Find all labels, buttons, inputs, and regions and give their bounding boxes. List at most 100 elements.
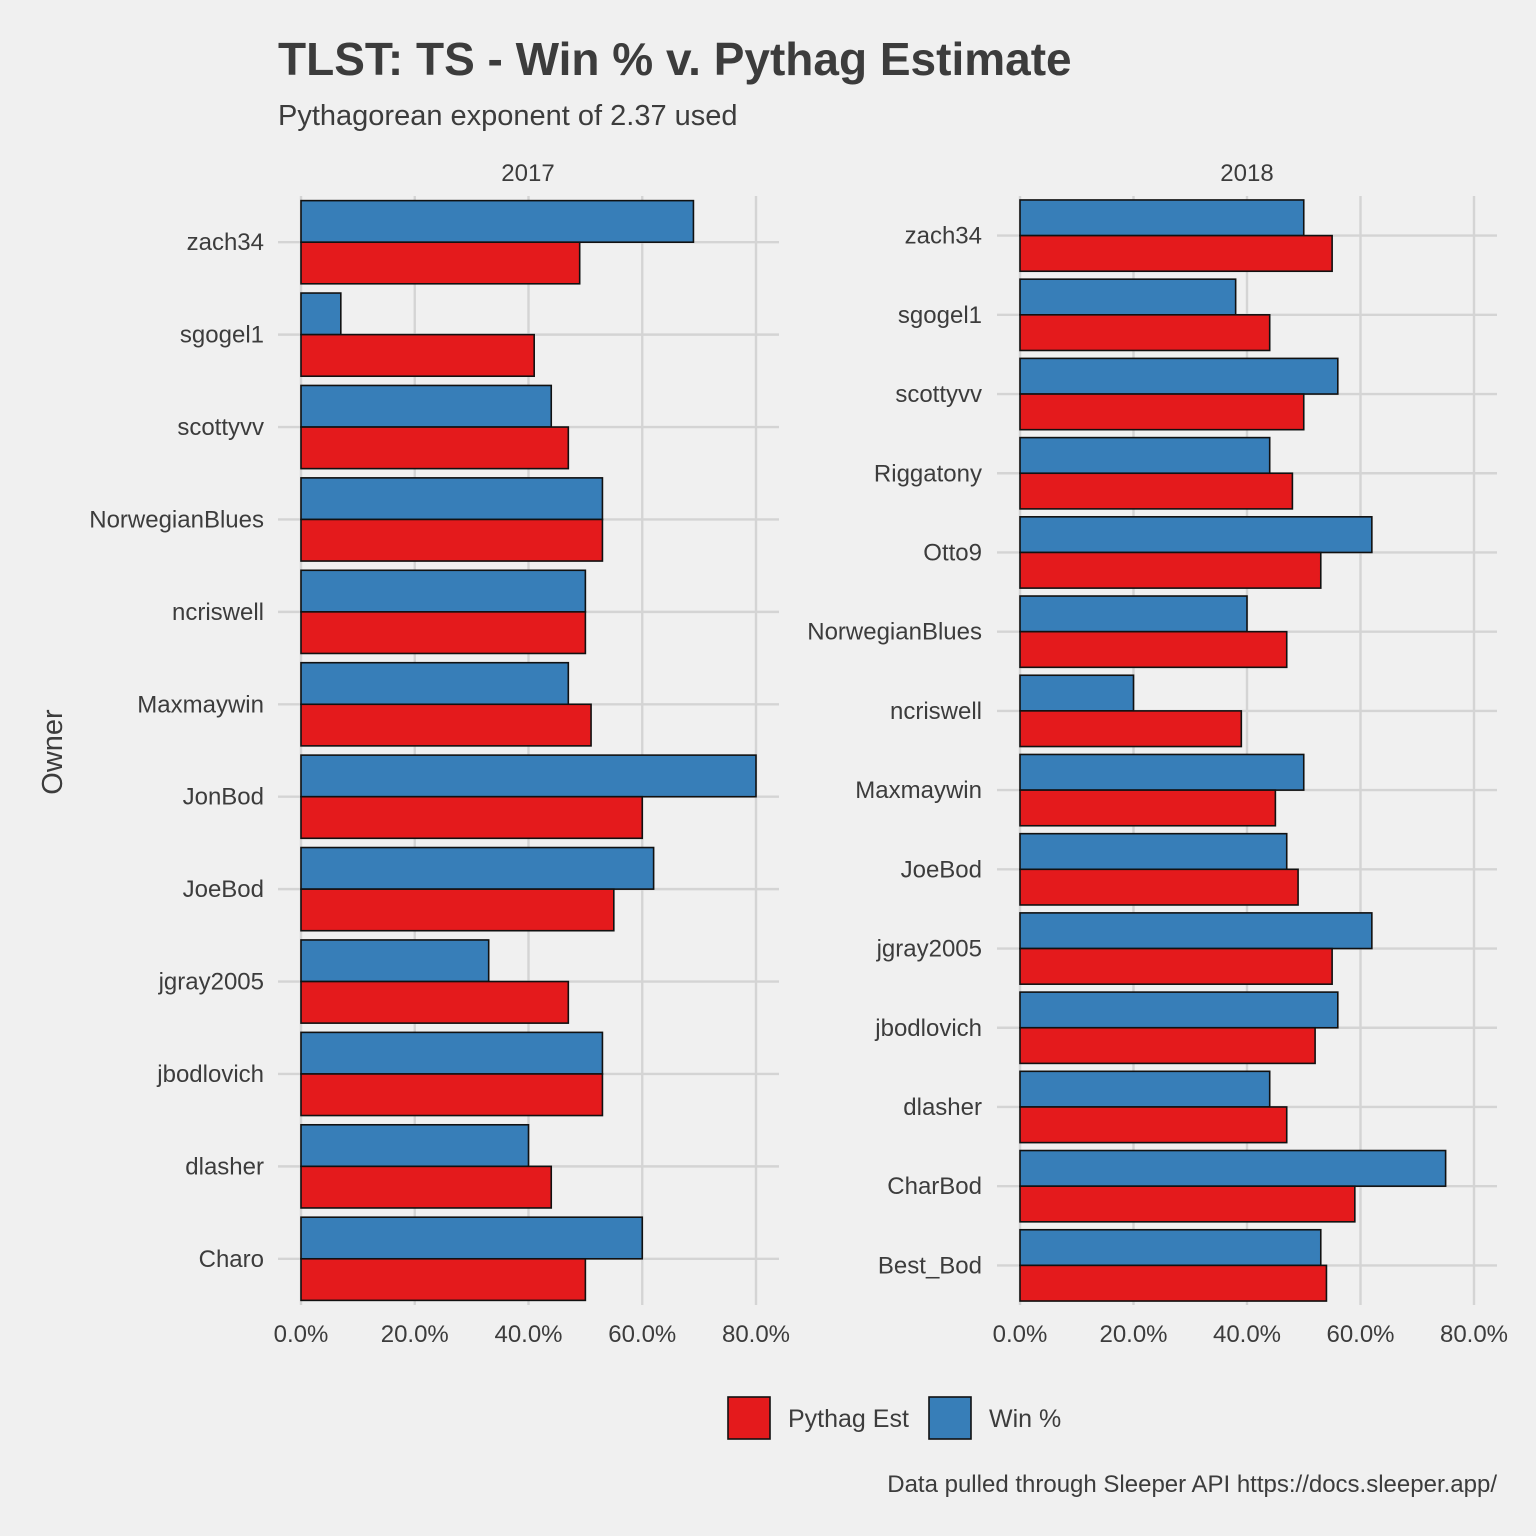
bar-win-pct xyxy=(300,939,490,983)
panel-strip-label: 2018 xyxy=(1220,160,1273,187)
bar-pythag-est xyxy=(1019,472,1294,510)
bar-win-pct xyxy=(1019,1149,1447,1187)
bar-pythag-est xyxy=(300,518,604,562)
x-tick-label: 20.0% xyxy=(381,1321,449,1348)
bar-win-pct xyxy=(1019,991,1339,1029)
panel-strip-label: 2017 xyxy=(501,160,554,187)
bar-pythag-est xyxy=(1019,710,1243,748)
bar-pythag-est xyxy=(1019,234,1333,273)
category-label: Otto9 xyxy=(923,539,982,566)
bar-win-pct xyxy=(300,1123,530,1168)
bar-win-pct xyxy=(1019,436,1271,475)
category-label: JonBod xyxy=(183,784,264,811)
bar-pythag-est xyxy=(300,980,570,1024)
bar-win-pct xyxy=(300,569,587,613)
bar-win-pct xyxy=(300,661,570,706)
bar-pythag-est xyxy=(1019,630,1288,669)
category-label: ncriswell xyxy=(172,599,264,626)
x-tick-label: 60.0% xyxy=(608,1321,676,1348)
bar-win-pct xyxy=(1019,1228,1322,1267)
x-tick-label: 0.0% xyxy=(993,1321,1048,1348)
bar-win-pct xyxy=(1019,1070,1271,1108)
bar-pythag-est xyxy=(300,426,570,470)
bar-pythag-est xyxy=(300,1165,553,1209)
bar-pythag-est xyxy=(1019,393,1305,431)
category-label: dlasher xyxy=(185,1153,264,1180)
bar-win-pct xyxy=(300,384,553,428)
bar-pythag-est xyxy=(300,1073,604,1117)
chart-title: TLST: TS - Win % v. Pythag Estimate xyxy=(278,33,1072,85)
bar-pythag-est xyxy=(1019,1106,1288,1144)
bar-pythag-est xyxy=(1019,1185,1356,1223)
bar-pythag-est xyxy=(1019,868,1299,906)
category-label: sgogel1 xyxy=(180,322,264,349)
bar-win-pct xyxy=(300,292,342,336)
bar-win-pct xyxy=(1019,199,1305,237)
legend-key-pythag-est xyxy=(727,1396,771,1440)
category-label: Riggatony xyxy=(874,460,982,487)
bar-pythag-est xyxy=(300,241,581,285)
legend-label-win-pct: Win % xyxy=(989,1405,1061,1433)
category-label: jbodlovich xyxy=(156,1061,264,1088)
bar-pythag-est xyxy=(1019,1264,1328,1302)
bar-win-pct xyxy=(1019,357,1339,395)
bar-pythag-est xyxy=(1019,947,1333,985)
category-label: CharBod xyxy=(887,1173,982,1200)
category-label: zach34 xyxy=(187,229,264,256)
y-axis-label: Owner xyxy=(37,709,69,795)
bar-win-pct xyxy=(1019,832,1288,871)
bar-pythag-est xyxy=(300,703,592,747)
category-label: JoeBod xyxy=(183,876,264,903)
x-tick-label: 80.0% xyxy=(722,1321,790,1348)
bar-pythag-est xyxy=(1019,314,1271,352)
category-label: dlasher xyxy=(903,1094,982,1121)
category-label: jgray2005 xyxy=(876,936,982,963)
bars xyxy=(300,199,757,1302)
bars xyxy=(1019,199,1447,1302)
legend: Pythag Est Win % xyxy=(727,1396,1061,1440)
bar-pythag-est xyxy=(300,795,644,840)
category-label: NorwegianBlues xyxy=(807,619,982,646)
bar-pythag-est xyxy=(1019,1026,1316,1065)
bar-win-pct xyxy=(1019,278,1237,316)
chart-subtitle: Pythagorean exponent of 2.37 used xyxy=(278,100,738,132)
bar-win-pct xyxy=(300,477,604,521)
x-tick-label: 40.0% xyxy=(1213,1321,1281,1348)
category-label: jbodlovich xyxy=(874,1015,982,1042)
chart-caption: Data pulled through Sleeper API https://… xyxy=(887,1471,1497,1498)
bar-win-pct xyxy=(1019,753,1305,791)
bar-win-pct xyxy=(300,754,757,798)
x-tick-label: 60.0% xyxy=(1326,1321,1394,1348)
legend-key-win-pct xyxy=(928,1396,972,1440)
bar-pythag-est xyxy=(1019,551,1322,589)
category-label: jgray2005 xyxy=(158,969,264,996)
bar-win-pct xyxy=(300,199,695,244)
bar-win-pct xyxy=(300,846,655,890)
bar-pythag-est xyxy=(300,888,615,932)
bar-win-pct xyxy=(1019,516,1373,554)
category-label: scottyvv xyxy=(895,381,982,408)
bar-win-pct xyxy=(1019,595,1248,633)
category-label: Maxmaywin xyxy=(855,777,982,804)
category-label: Best_Bod xyxy=(878,1252,982,1279)
bar-pythag-est xyxy=(300,1257,587,1302)
bar-win-pct xyxy=(1019,912,1373,950)
x-tick-label: 0.0% xyxy=(274,1321,329,1348)
bar-win-pct xyxy=(1019,674,1135,712)
legend-label-pythag-est: Pythag Est xyxy=(788,1405,909,1433)
panel-2017: 2017 zach34 sgogel1 scottyvv NorwegianBlues… xyxy=(89,160,790,1348)
x-tick-label: 40.0% xyxy=(494,1321,562,1348)
x-tick-label: 20.0% xyxy=(1099,1321,1167,1348)
category-label: JoeBod xyxy=(901,856,982,883)
x-tick-label: 80.0% xyxy=(1440,1321,1508,1348)
panel-2018: 2018 zach34 sgogel1 scottyvv Riggatony Otto9… xyxy=(807,160,1508,1348)
bar-pythag-est xyxy=(300,333,535,378)
category-label: zach34 xyxy=(905,223,982,250)
category-label: scottyvv xyxy=(177,414,264,441)
category-label: Charo xyxy=(199,1246,264,1273)
bar-win-pct xyxy=(300,1031,604,1075)
bar-pythag-est xyxy=(300,611,587,655)
category-label: NorwegianBlues xyxy=(89,506,264,533)
category-label: Maxmaywin xyxy=(137,691,264,718)
